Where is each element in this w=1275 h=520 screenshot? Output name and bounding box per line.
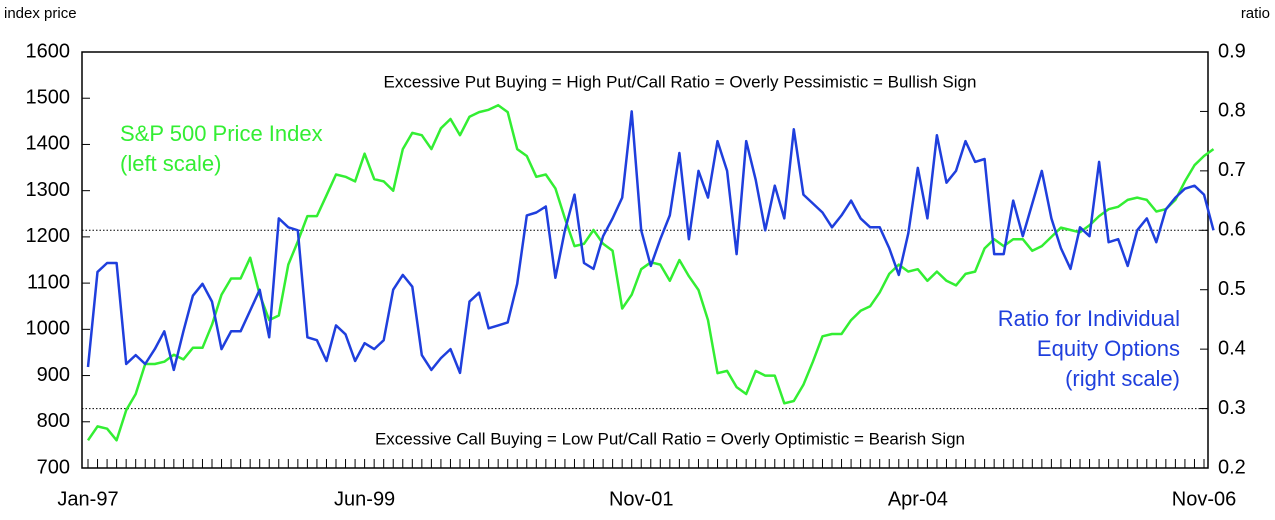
line bbox=[86, 110, 1215, 375]
y-tick-label: 900 bbox=[37, 364, 70, 386]
y2-tick-label: 0.3 bbox=[1218, 397, 1246, 419]
plot-frame bbox=[81, 51, 1209, 469]
x-tick-label: Apr-04 bbox=[888, 488, 948, 510]
y-tick-label: 1300 bbox=[26, 179, 71, 201]
x-tick-label: Jan-97 bbox=[57, 488, 118, 510]
y2-tick-label: 0.4 bbox=[1218, 337, 1246, 359]
legend-line: S&P 500 Price Index bbox=[120, 121, 323, 146]
x-tick-label: Jun-99 bbox=[334, 488, 395, 510]
y2-tick-label: 0.6 bbox=[1218, 219, 1246, 241]
annotation: Excessive Put Buying = High Put/Call Rat… bbox=[384, 72, 977, 91]
y-tick-label: 800 bbox=[37, 410, 70, 432]
y2-tick-label: 0.7 bbox=[1218, 159, 1246, 181]
y-tick-label: 1000 bbox=[26, 318, 71, 340]
y-axis-label: index price bbox=[4, 5, 77, 22]
line bbox=[86, 103, 1215, 442]
legend-scale-note: (left scale) bbox=[120, 151, 221, 176]
y-tick-label: 1100 bbox=[27, 271, 70, 293]
y2-tick-label: 0.8 bbox=[1218, 100, 1246, 122]
annotation: Excessive Call Buying = Low Put/Call Rat… bbox=[375, 429, 965, 448]
x-tick-label: Nov-01 bbox=[609, 488, 673, 510]
legend-line: Ratio for Individual bbox=[998, 306, 1180, 331]
y2-tick-label: 0.5 bbox=[1218, 278, 1246, 300]
y-tick-label: 1600 bbox=[26, 40, 71, 62]
legend-scale-note: (right scale) bbox=[1065, 366, 1180, 391]
legend-label: Ratio for Individual Equity Options bbox=[998, 306, 1180, 361]
x-tick-label: Nov-06 bbox=[1172, 488, 1236, 510]
y-tick-label: 1500 bbox=[26, 87, 71, 109]
y-tick-label: 700 bbox=[37, 456, 70, 478]
y-tick-label: 1400 bbox=[26, 133, 71, 155]
y-tick-label: 1200 bbox=[26, 225, 71, 247]
y2-tick-label: 0.2 bbox=[1218, 456, 1246, 478]
legend-line: Equity Options bbox=[1037, 336, 1180, 361]
legend-label: S&P 500 Price Index bbox=[120, 121, 323, 146]
y2-tick-label: 0.9 bbox=[1218, 40, 1246, 62]
y2-axis-label: ratio bbox=[1241, 5, 1270, 22]
